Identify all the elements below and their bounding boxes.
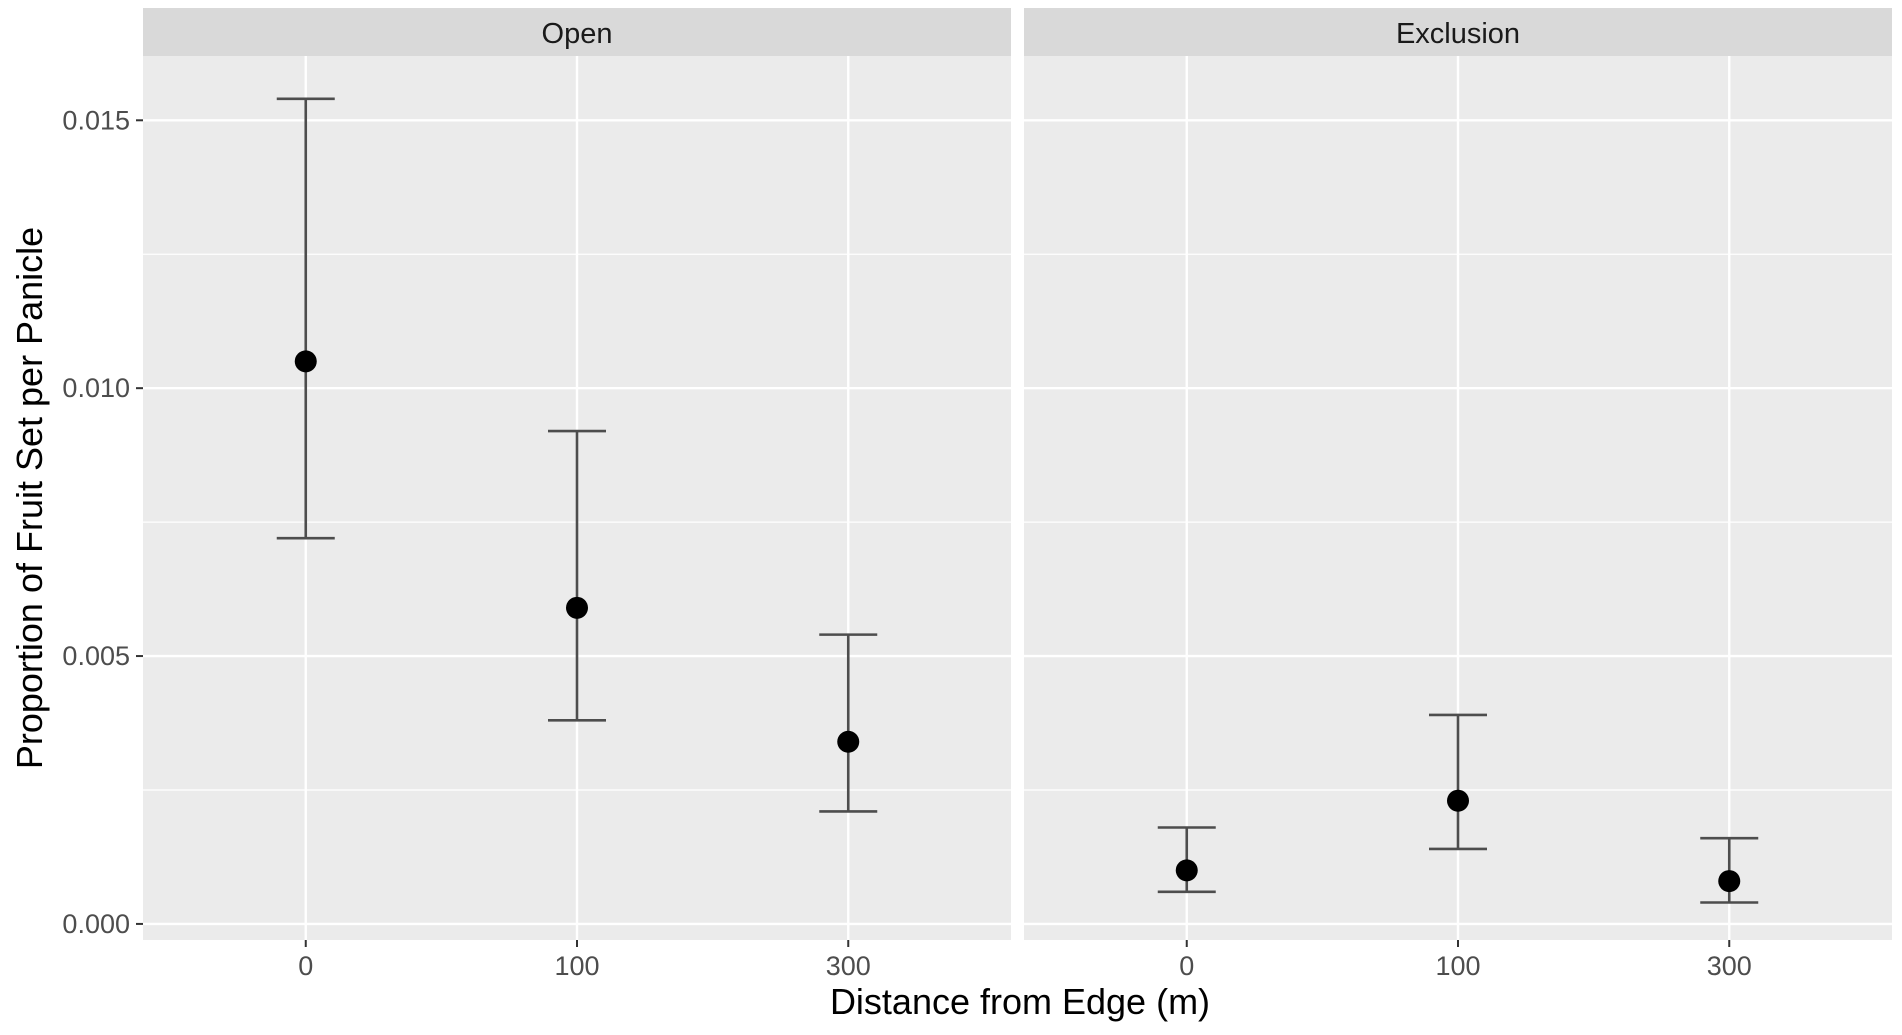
data-point: [294, 350, 317, 373]
data-point: [1175, 859, 1198, 882]
facet-exclusion: Exclusion 0 100 300: [1024, 8, 1892, 981]
y-tick-label: 0.015: [62, 105, 130, 135]
x-tick-label: 0: [1179, 951, 1194, 981]
error-bar: [548, 429, 606, 722]
error-bar: [1429, 713, 1487, 851]
y-axis-title: Proportion of Fruit Set per Panicle: [9, 227, 50, 769]
x-tick-label: 100: [1435, 951, 1480, 981]
y-tick-label: 0.005: [62, 641, 130, 671]
data-point: [1447, 789, 1469, 812]
y-tick-label: 0.000: [62, 909, 130, 939]
x-tick-label: 300: [1707, 951, 1752, 981]
x-axis-title: Distance from Edge (m): [830, 981, 1210, 1022]
y-axis: 0.000 0.005 0.010 0.015: [62, 105, 143, 939]
error-bar: [819, 633, 878, 813]
data-point: [566, 596, 588, 619]
facet-strip-label: Exclusion: [1396, 18, 1520, 50]
y-tick-label: 0.010: [62, 373, 130, 403]
error-bar: [276, 97, 335, 540]
data-point: [837, 730, 860, 753]
x-tick-label: 0: [298, 951, 313, 981]
facet-open: Open 0 100 300: [143, 8, 1011, 981]
data-point: [1718, 870, 1741, 893]
facet-strip-label: Open: [542, 18, 613, 50]
facet-strip: [143, 8, 1011, 56]
facet-panels: Open 0 100 300 Exclusion 0 100 300: [143, 8, 1892, 981]
facet-strip: [1024, 8, 1892, 56]
x-tick-label: 100: [554, 951, 599, 981]
x-tick-label: 300: [826, 951, 871, 981]
